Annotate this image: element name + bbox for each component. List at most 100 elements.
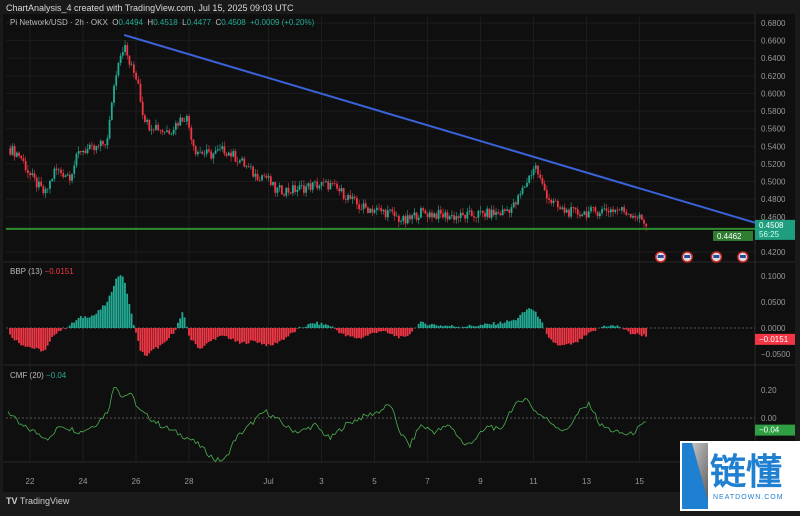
bbp-bar xyxy=(234,328,236,342)
bbp-bar xyxy=(27,328,29,347)
bbp-bar xyxy=(175,328,177,330)
candle-body xyxy=(570,207,572,216)
bbp-bar xyxy=(517,318,519,328)
bbp-bar xyxy=(594,328,596,331)
candle-body xyxy=(102,141,104,144)
candle-body xyxy=(164,132,166,133)
candle-body xyxy=(533,169,535,175)
candle-body xyxy=(583,211,585,214)
candle-body xyxy=(155,125,157,130)
bbp-bar xyxy=(22,328,24,346)
bbp-bar xyxy=(508,321,510,328)
candle-body xyxy=(268,176,270,177)
candle-body xyxy=(27,170,29,173)
bbp-bar xyxy=(519,315,521,328)
candle-body xyxy=(109,120,111,139)
tradingview-brand[interactable]: TV TradingView xyxy=(6,496,69,506)
bbp-bar xyxy=(564,328,566,345)
candle-body xyxy=(365,203,367,207)
candle-body xyxy=(542,178,544,184)
bbp-bar xyxy=(131,314,133,328)
bbp-bar xyxy=(162,328,164,344)
bbp-bar xyxy=(568,328,570,343)
bbp-bar xyxy=(281,328,283,340)
bbp-bar xyxy=(533,310,535,328)
candle-body xyxy=(383,210,385,211)
price-tick-label: 0.6600 xyxy=(761,37,786,46)
bbp-bar xyxy=(170,328,172,334)
candle-body xyxy=(193,140,195,146)
bbp-bar xyxy=(18,328,20,343)
candle-body xyxy=(60,170,62,173)
bbp-bar xyxy=(122,277,124,328)
bbp-bar xyxy=(312,323,314,328)
candle-body xyxy=(232,151,234,156)
bbp-bar xyxy=(71,323,73,328)
bbp-bar xyxy=(87,318,89,328)
candle-body xyxy=(630,214,632,218)
bbp-bar xyxy=(332,326,334,328)
candle-body xyxy=(628,214,630,215)
bbp-bar xyxy=(365,328,367,336)
bbp-bar xyxy=(148,328,150,353)
candle-body xyxy=(572,207,574,208)
bbp-bar xyxy=(610,325,612,328)
candle-body xyxy=(122,52,124,55)
bbp-bar xyxy=(639,328,641,335)
candle-body xyxy=(182,118,184,122)
candle-body xyxy=(285,188,287,196)
bbp-bar xyxy=(201,328,203,348)
bbp-bar xyxy=(396,328,398,336)
bbp-bar xyxy=(124,283,126,328)
candle-body xyxy=(522,188,524,194)
candle-body xyxy=(491,210,493,218)
bbp-bar xyxy=(40,328,42,351)
candle-body xyxy=(95,146,97,150)
candle-body xyxy=(568,210,570,217)
candle-body xyxy=(45,189,47,193)
candle-body xyxy=(118,63,120,75)
bbp-bar xyxy=(334,328,336,329)
flag-stripe xyxy=(740,255,746,258)
candle-body xyxy=(325,181,327,182)
bbp-bar xyxy=(409,328,411,334)
bbp-bar xyxy=(268,328,270,344)
candle-body xyxy=(557,201,559,207)
bbp-bar xyxy=(376,328,378,333)
candle-body xyxy=(506,210,508,211)
bbp-bar xyxy=(411,328,413,332)
candle-body xyxy=(349,195,351,199)
candle-body xyxy=(347,195,349,200)
cmf-legend: CMF (20) −0.04 xyxy=(10,371,66,380)
candle-body xyxy=(58,170,60,171)
x-tick-label: 15 xyxy=(635,477,644,486)
bbp-bar xyxy=(109,296,111,328)
candle-body xyxy=(546,190,548,198)
candle-body xyxy=(142,102,144,116)
candle-body xyxy=(283,195,285,196)
candle-body xyxy=(159,130,161,131)
candle-body xyxy=(391,210,393,212)
bbp-bar xyxy=(305,327,307,328)
bbp-bar xyxy=(287,328,289,336)
bbp-bar xyxy=(140,328,142,351)
candle-body xyxy=(208,149,210,151)
candle-body xyxy=(444,212,446,217)
last-price-label-countdown: 56:25 xyxy=(759,230,780,239)
bbp-bar xyxy=(349,328,351,337)
bbp-bar xyxy=(617,325,619,328)
bbp-bar xyxy=(113,286,115,328)
candle-body xyxy=(356,198,358,204)
bbp-bar xyxy=(427,325,429,328)
bbp-bar xyxy=(491,324,493,328)
candle-body xyxy=(120,56,122,63)
bbp-bar xyxy=(387,328,389,333)
bbp-bar xyxy=(223,328,225,336)
candle-body xyxy=(504,209,506,211)
candle-body xyxy=(586,211,588,217)
bbp-bar xyxy=(506,320,508,328)
candle-body xyxy=(612,209,614,212)
bbp-bar xyxy=(641,328,643,336)
bbp-bar xyxy=(151,328,153,351)
